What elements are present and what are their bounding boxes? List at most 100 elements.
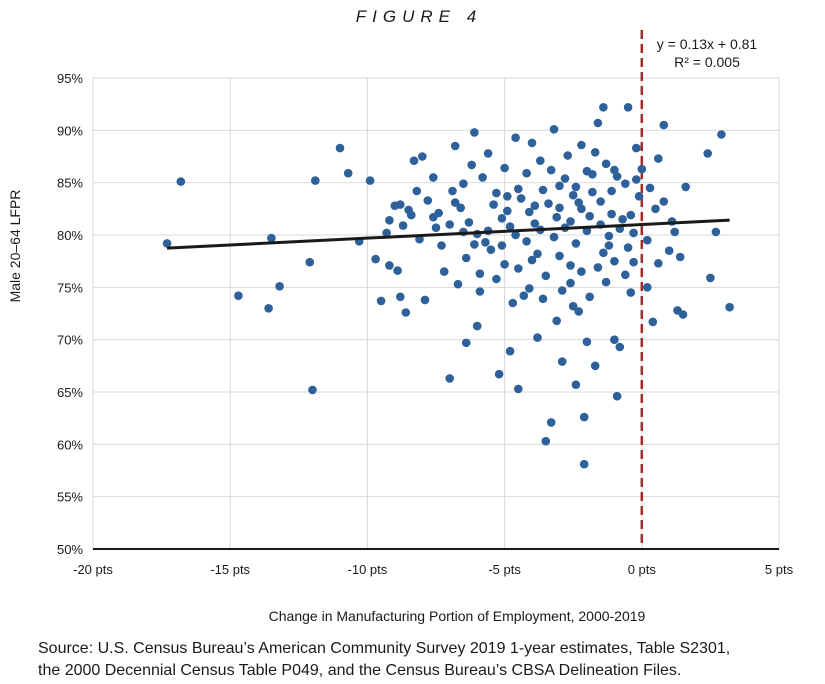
data-point <box>604 231 614 241</box>
data-point <box>654 154 663 163</box>
data-point <box>505 222 515 231</box>
data-point <box>418 152 427 161</box>
data-point <box>544 199 553 208</box>
data-point <box>511 133 520 142</box>
data-point <box>423 196 433 205</box>
data-point <box>311 176 320 185</box>
data-point <box>574 198 583 207</box>
data-point <box>453 279 463 289</box>
data-point <box>481 238 490 247</box>
data-point <box>492 188 501 198</box>
data-point <box>511 230 520 240</box>
data-point <box>525 207 534 217</box>
data-point <box>664 246 674 255</box>
scatter-chart: FIGURE 4 y = 0.13x + 0.81 R² = 0.005 50%… <box>7 7 794 624</box>
data-point <box>629 257 638 267</box>
data-point <box>607 209 616 219</box>
data-point <box>470 240 479 249</box>
data-point <box>409 156 419 165</box>
data-point <box>396 200 405 209</box>
data-point <box>590 361 600 371</box>
data-point <box>305 257 315 267</box>
data-point <box>648 317 658 327</box>
data-point <box>472 321 482 331</box>
data-point <box>486 245 496 254</box>
data-point <box>464 218 474 227</box>
data-point <box>434 208 444 218</box>
data-point <box>593 263 603 272</box>
data-point <box>703 149 712 158</box>
data-point <box>503 192 512 201</box>
data-point <box>607 186 616 196</box>
data-point <box>659 120 669 130</box>
data-point <box>555 181 564 191</box>
data-point <box>623 103 633 112</box>
source-line-1: Source: U.S. Census Bureau’s American Co… <box>38 640 731 657</box>
data-point <box>176 177 186 186</box>
data-point <box>516 194 526 203</box>
data-point <box>437 241 446 250</box>
data-point <box>574 307 583 316</box>
data-point <box>365 176 375 185</box>
data-point <box>267 233 276 243</box>
x-axis-label: Change in Manufacturing Portion of Emplo… <box>269 608 646 624</box>
data-point <box>385 216 394 225</box>
data-point <box>552 316 561 326</box>
data-point <box>519 291 529 301</box>
figure-title: FIGURE 4 <box>356 7 482 26</box>
data-point <box>371 254 380 264</box>
data-point <box>234 291 243 301</box>
data-point <box>514 384 523 394</box>
data-point <box>706 273 715 283</box>
y-tick-label: 95% <box>57 71 83 86</box>
data-point <box>612 391 622 401</box>
data-point <box>585 211 594 221</box>
data-point <box>585 292 594 302</box>
data-point <box>467 160 477 170</box>
data-point <box>588 187 597 197</box>
data-point <box>675 252 685 262</box>
data-point <box>376 296 386 306</box>
data-point <box>571 380 581 390</box>
data-point <box>632 143 641 153</box>
data-point <box>711 227 721 237</box>
data-point <box>475 269 485 279</box>
data-point <box>538 185 548 195</box>
y-tick-label: 70% <box>57 333 83 348</box>
data-point <box>527 255 537 265</box>
data-point <box>162 239 172 248</box>
data-point <box>343 168 353 178</box>
y-tick-label: 75% <box>57 280 83 295</box>
data-point <box>382 228 391 238</box>
data-point <box>492 274 501 284</box>
data-point <box>396 292 405 302</box>
data-point <box>579 459 589 469</box>
data-point <box>577 267 586 276</box>
data-point <box>445 374 455 383</box>
data-point <box>445 220 455 229</box>
data-point <box>560 174 570 183</box>
y-tick-label: 80% <box>57 228 83 243</box>
data-point <box>514 264 523 273</box>
data-point <box>588 170 597 179</box>
data-point <box>563 151 572 160</box>
data-point <box>610 256 619 266</box>
data-point <box>420 295 430 305</box>
data-point <box>593 118 603 128</box>
data-point <box>530 201 540 210</box>
data-point <box>264 304 273 313</box>
data-point <box>549 125 559 134</box>
data-point <box>612 172 622 181</box>
data-point <box>450 141 460 151</box>
data-point <box>582 337 592 347</box>
scatter-points <box>162 103 734 469</box>
x-tick-label: -20 pts <box>73 562 113 577</box>
data-point <box>626 288 636 297</box>
data-point <box>643 283 652 292</box>
data-point <box>599 248 608 258</box>
x-tick-label: -15 pts <box>210 562 250 577</box>
data-point <box>461 338 471 348</box>
data-point <box>522 168 531 178</box>
data-point <box>514 184 523 194</box>
data-point <box>623 243 633 252</box>
